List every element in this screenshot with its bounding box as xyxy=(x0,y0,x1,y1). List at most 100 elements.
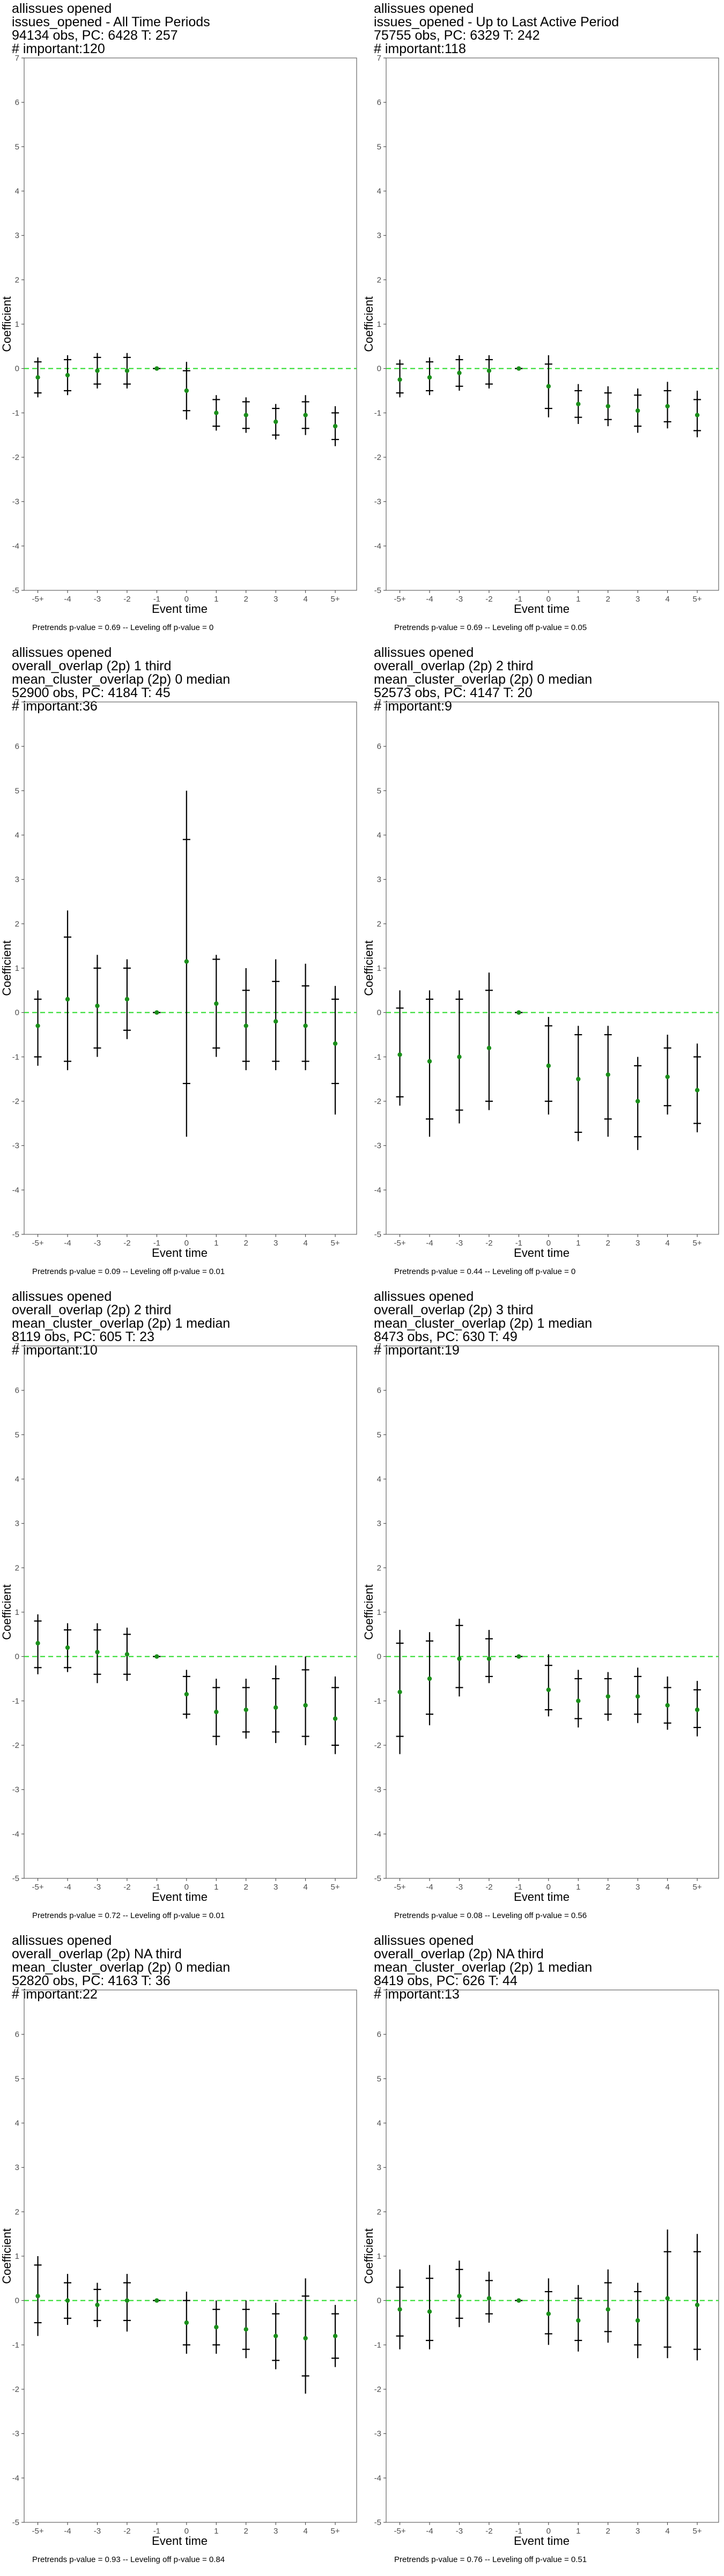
y-tick-label: 6 xyxy=(377,98,381,107)
chart-title-line: 8119 obs, PC: 605 T: 23 xyxy=(12,1329,154,1344)
x-tick-label: -3 xyxy=(94,1883,101,1892)
estimate-point xyxy=(243,1023,248,1028)
x-tick-label: -3 xyxy=(94,1239,101,1248)
chart-svg: -5 -4 -3 -2 -1 0 1 2 3 4 5 6 7 -5+ -4 -3 -2 -1 0 1 2 3 4 5+ Even… xyxy=(0,1342,357,1904)
y-tick-label: 5 xyxy=(377,142,381,151)
estimate-point xyxy=(35,2294,40,2299)
x-tick-label: 0 xyxy=(184,595,189,604)
y-tick-label: 3 xyxy=(377,1519,381,1528)
estimate-point xyxy=(457,1055,462,1059)
chart-title-line: # important:118 xyxy=(374,41,466,56)
estimate-point xyxy=(695,1088,700,1093)
x-tick-label: 1 xyxy=(576,1239,580,1248)
chart-title-line: allissues opened xyxy=(12,1,112,16)
x-tick-label: 3 xyxy=(274,1239,278,1248)
estimate-point xyxy=(333,423,338,429)
estimate-point xyxy=(65,1645,70,1650)
y-tick-label: 7 xyxy=(377,54,381,63)
estimate-point xyxy=(605,404,610,409)
y-tick-label: 3 xyxy=(377,875,381,884)
x-tick-label: 4 xyxy=(665,2527,669,2536)
x-tick-label: -1 xyxy=(515,595,522,604)
x-tick-label: 3 xyxy=(636,2527,640,2536)
y-tick-label: 4 xyxy=(377,831,381,840)
y-tick-label: 3 xyxy=(377,231,381,240)
estimate-point xyxy=(665,404,670,409)
x-tick-label: -2 xyxy=(485,2527,492,2536)
y-tick-label: 5 xyxy=(377,786,381,795)
estimate-point xyxy=(486,1045,492,1050)
estimate-point xyxy=(333,1716,338,1721)
y-tick-label: 0 xyxy=(15,1652,19,1662)
y-tick-label: -1 xyxy=(374,408,381,418)
x-axis-label: Event time xyxy=(514,1246,570,1260)
chart-title-line: mean_cluster_overlap (2p) 0 median xyxy=(12,1960,231,1975)
y-tick-label: 0 xyxy=(15,364,19,374)
x-tick-label: -2 xyxy=(123,2527,130,2536)
y-tick-label: 2 xyxy=(15,2207,19,2216)
chart-svg: -5 -4 -3 -2 -1 0 1 2 3 4 5 6 7 -5+ -4 -3 -2 -1 0 1 2 3 4 5+ Even… xyxy=(362,1342,719,1904)
estimate-point xyxy=(124,2298,130,2303)
pvalue-footnote: Pretrends p-value = 0.08 -- Leveling off… xyxy=(394,1911,587,1920)
y-tick-label: -3 xyxy=(12,497,19,507)
chart-title-line: 52820 obs, PC: 4163 T: 36 xyxy=(12,1973,171,1988)
chart-svg: -5 -4 -3 -2 -1 0 1 2 3 4 5 6 7 -5+ -4 -3 -2 -1 0 1 2 3 4 5+ Even… xyxy=(362,1986,719,2548)
y-tick-label: -3 xyxy=(12,1141,19,1151)
x-tick-label: -3 xyxy=(456,2527,463,2536)
y-tick-label: 0 xyxy=(15,1008,19,1018)
estimate-point xyxy=(243,2327,248,2332)
x-tick-label: -3 xyxy=(456,1883,463,1892)
estimate-point xyxy=(457,370,462,376)
estimate-point xyxy=(35,1023,40,1028)
x-tick-label: -5+ xyxy=(32,1239,43,1248)
estimate-point xyxy=(95,1650,100,1655)
x-axis-label: Event time xyxy=(152,602,208,616)
y-tick-label: 0 xyxy=(15,2296,19,2306)
x-tick-label: 2 xyxy=(606,2527,610,2536)
y-tick-label: 6 xyxy=(377,1386,381,1395)
plot-border xyxy=(24,701,357,1235)
chart-title-line: 52900 obs, PC: 4184 T: 45 xyxy=(12,685,171,700)
x-tick-label: 4 xyxy=(303,1883,307,1892)
plot-border xyxy=(24,1345,357,1879)
x-tick-label: -5+ xyxy=(394,1239,405,1248)
y-tick-label: 3 xyxy=(15,875,19,884)
estimate-point xyxy=(576,1699,581,1703)
x-tick-label: -4 xyxy=(64,1239,71,1248)
estimate-point xyxy=(397,377,402,382)
y-tick-label: 4 xyxy=(15,2119,19,2128)
y-tick-label: -2 xyxy=(12,1741,19,1750)
estimate-point xyxy=(124,1652,130,1657)
y-tick-label: -3 xyxy=(374,1141,381,1151)
y-tick-label: -1 xyxy=(374,1052,381,1062)
y-tick-label: 1 xyxy=(15,964,19,973)
chart-title-line: overall_overlap (2p) NA third xyxy=(374,1946,544,1962)
y-tick-label: 6 xyxy=(15,1386,19,1395)
x-tick-label: 3 xyxy=(274,595,278,604)
y-tick-label: -4 xyxy=(374,2473,381,2483)
estimate-point xyxy=(546,1687,551,1692)
estimate-point xyxy=(35,375,40,380)
chart-title-line: issues_opened - Up to Last Active Period xyxy=(374,14,619,30)
x-tick-label: -1 xyxy=(515,1239,522,1248)
estimate-point xyxy=(303,413,308,418)
estimate-point xyxy=(605,1694,610,1699)
plot-border xyxy=(24,57,357,591)
y-tick-label: 2 xyxy=(377,275,381,284)
chart-panel: allissues opened overall_overlap (2p) 2 t… xyxy=(0,1288,362,1932)
x-tick-label: -5+ xyxy=(32,1883,43,1892)
y-tick-label: -5 xyxy=(12,586,19,595)
chart-svg: -5 -4 -3 -2 -1 0 1 2 3 4 5 6 7 -5+ -4 -3 -2 -1 0 1 2 3 4 5+ Even… xyxy=(0,54,357,616)
x-tick-label: 4 xyxy=(303,2527,307,2536)
plot-border xyxy=(386,1989,719,2523)
x-tick-label: 4 xyxy=(303,1239,307,1248)
x-tick-label: -3 xyxy=(456,595,463,604)
estimate-point xyxy=(635,1694,640,1699)
estimate-point xyxy=(516,2298,521,2303)
y-tick-label: -2 xyxy=(12,1097,19,1106)
x-tick-label: 3 xyxy=(636,1239,640,1248)
estimate-point xyxy=(154,2298,159,2303)
estimate-point xyxy=(333,2333,338,2338)
y-tick-label: -1 xyxy=(12,1052,19,1062)
y-tick-label: 4 xyxy=(377,1475,381,1484)
